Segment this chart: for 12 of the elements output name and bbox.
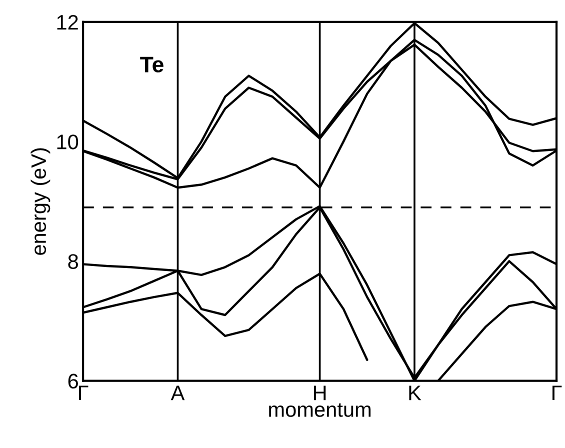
x-tick-label: Γ bbox=[552, 386, 562, 400]
x-tick-label: K bbox=[409, 386, 422, 400]
y-tick-label: 8 bbox=[68, 254, 78, 269]
y-tick-label: 10 bbox=[57, 134, 78, 150]
y-axis-title: energy (eV) bbox=[30, 148, 50, 255]
annotation: Te bbox=[140, 56, 164, 72]
y-tick-label: 6 bbox=[68, 374, 78, 389]
x-axis-title: momentum bbox=[269, 403, 371, 417]
y-tick-label: 12 bbox=[57, 14, 78, 30]
x-tick-label: Γ bbox=[79, 386, 88, 400]
x-tick-label: A bbox=[170, 386, 185, 400]
x-tick-label: H bbox=[314, 386, 326, 400]
